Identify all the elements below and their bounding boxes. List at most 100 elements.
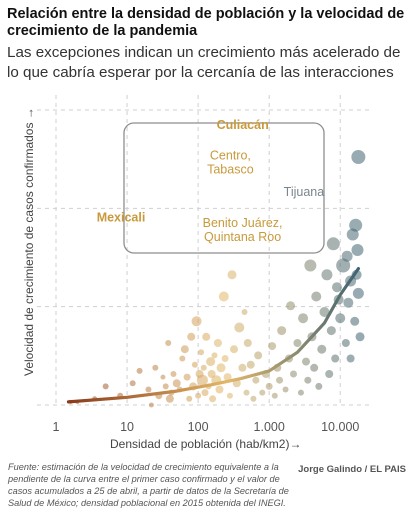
- data-point: [302, 357, 311, 366]
- data-point: [250, 395, 257, 402]
- data-point: [136, 367, 143, 374]
- chart-title: Relación entre la densidad de población …: [7, 6, 405, 39]
- data-point: [145, 386, 152, 393]
- data-point: [351, 150, 366, 164]
- data-point: [152, 364, 159, 371]
- data-point: [350, 316, 360, 326]
- data-point: [213, 339, 222, 347]
- data-point: [310, 363, 319, 372]
- data-point: [180, 345, 189, 354]
- data-point: [191, 316, 202, 327]
- data-point: [252, 376, 260, 384]
- data-point: [321, 269, 333, 281]
- data-point: [331, 282, 342, 293]
- data-point: [355, 332, 365, 342]
- data-point: [230, 345, 239, 354]
- data-point: [326, 326, 336, 336]
- data-point: [183, 373, 191, 381]
- scatter-chart: 1 10 100 1.000 10.000 Culiacán Centro, Tabasco T…: [37, 95, 372, 434]
- data-point: [234, 322, 245, 333]
- data-point: [254, 351, 263, 360]
- highlight-label: Culiacán: [217, 118, 269, 132]
- data-point: [165, 340, 172, 346]
- data-point: [297, 389, 304, 396]
- data-point: [311, 291, 322, 302]
- data-point: [191, 361, 198, 368]
- data-point: [286, 301, 296, 311]
- data-point: [202, 332, 211, 341]
- x-axis-label: Densidad de población (hab/km2)→: [110, 437, 302, 451]
- data-point: [325, 370, 334, 378]
- data-point: [315, 382, 323, 390]
- data-point: [351, 244, 364, 256]
- data-point: [331, 354, 340, 363]
- data-point: [282, 386, 289, 393]
- data-point: [221, 355, 229, 362]
- x-tick-label: 10.000: [321, 420, 359, 434]
- data-point: [227, 270, 237, 280]
- data-point: [209, 395, 217, 403]
- x-tick-label: 100: [188, 420, 209, 434]
- data-point: [304, 376, 312, 384]
- data-point: [352, 287, 364, 299]
- data-point: [206, 357, 216, 367]
- data-point: [290, 370, 298, 378]
- data-point: [223, 373, 232, 382]
- data-point: [349, 218, 363, 232]
- data-point: [268, 342, 277, 351]
- data-point: [243, 389, 250, 396]
- data-point: [246, 360, 255, 369]
- data-point: [243, 339, 252, 347]
- data-point: [179, 355, 186, 362]
- data-point: [319, 307, 330, 317]
- highlight-label: Benito Juárez, Quintana Roo: [203, 216, 283, 244]
- data-point: [336, 258, 351, 273]
- data-point: [304, 259, 317, 272]
- data-point: [218, 291, 229, 302]
- data-point: [186, 395, 193, 402]
- data-point: [172, 379, 181, 388]
- chart-subtitle: Las excepciones indican un crecimiento m…: [7, 44, 401, 81]
- data-point: [326, 237, 340, 251]
- highlight-label: Centro, Tabasco: [207, 149, 254, 177]
- data-point: [276, 376, 284, 384]
- data-point: [238, 363, 247, 372]
- data-point: [170, 371, 177, 377]
- source-note: Fuente: estimación de la velocidad de cr…: [8, 462, 289, 508]
- outlier-box: [123, 122, 325, 254]
- data-point: [265, 382, 273, 390]
- author-credit: Jorge Galindo / EL PAIS: [298, 464, 406, 475]
- data-point: [293, 339, 302, 347]
- data-point: [165, 394, 174, 403]
- x-tick-label: 10: [120, 420, 134, 434]
- data-point: [271, 392, 278, 399]
- highlight-label: Tijuana: [284, 185, 325, 199]
- data-point: [148, 402, 154, 408]
- data-point: [195, 392, 202, 399]
- highlight-label: Mexicali: [97, 210, 146, 224]
- data-point: [335, 313, 346, 324]
- data-point: [200, 364, 207, 371]
- data-point: [346, 354, 355, 363]
- data-point: [129, 380, 136, 387]
- data-point: [211, 352, 218, 359]
- data-point: [216, 363, 226, 373]
- data-point: [201, 389, 209, 397]
- x-tick-label: 1: [53, 420, 60, 434]
- data-point: [298, 313, 309, 324]
- data-point: [259, 389, 266, 396]
- data-point: [198, 349, 205, 356]
- data-point: [160, 374, 166, 380]
- data-point: [317, 344, 327, 354]
- data-point: [162, 383, 169, 390]
- data-point: [341, 250, 353, 262]
- data-point: [277, 326, 287, 336]
- data-point: [215, 385, 224, 394]
- data-point: [341, 339, 350, 347]
- data-point: [343, 297, 354, 308]
- data-point: [226, 392, 233, 399]
- y-axis-label: Velocidad de crecimiento de casos confir…: [22, 107, 36, 376]
- x-tick-label: 1.000: [254, 420, 285, 434]
- data-point: [241, 309, 248, 315]
- data-point: [196, 374, 208, 386]
